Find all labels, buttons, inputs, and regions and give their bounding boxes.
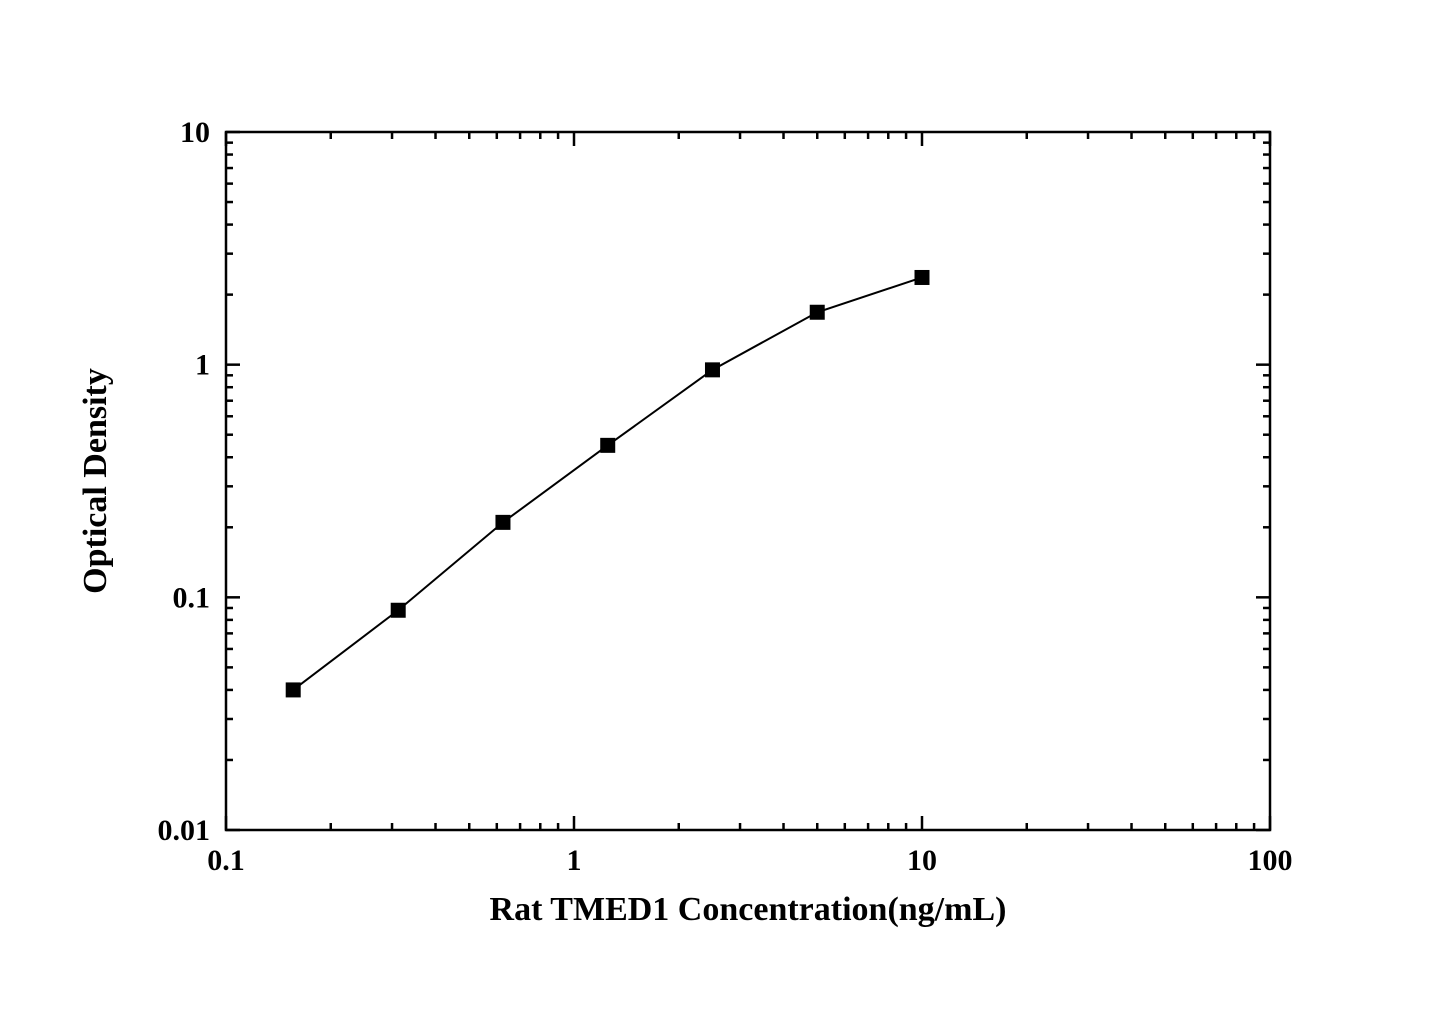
y-axis-title: Optical Density (77, 368, 114, 594)
data-marker (705, 363, 719, 377)
x-tick-label: 0.1 (207, 844, 245, 877)
x-tick-label: 100 (1248, 844, 1293, 877)
data-marker (810, 305, 824, 319)
y-tick-label: 0.1 (173, 581, 211, 614)
data-marker (391, 603, 405, 617)
data-marker (601, 438, 615, 452)
x-tick-label: 10 (907, 844, 937, 877)
data-marker (915, 270, 929, 284)
data-marker (496, 515, 510, 529)
y-tick-label: 0.01 (158, 814, 211, 847)
y-tick-label: 10 (180, 116, 210, 149)
chart-container: 0.11101000.010.1110Rat TMED1 Concentrati… (0, 0, 1445, 1009)
x-tick-label: 1 (567, 844, 582, 877)
y-tick-label: 1 (195, 349, 210, 382)
x-axis-title: Rat TMED1 Concentration(ng/mL) (490, 891, 1007, 928)
loglog-chart: 0.11101000.010.1110Rat TMED1 Concentrati… (0, 0, 1445, 1009)
data-marker (286, 683, 300, 697)
